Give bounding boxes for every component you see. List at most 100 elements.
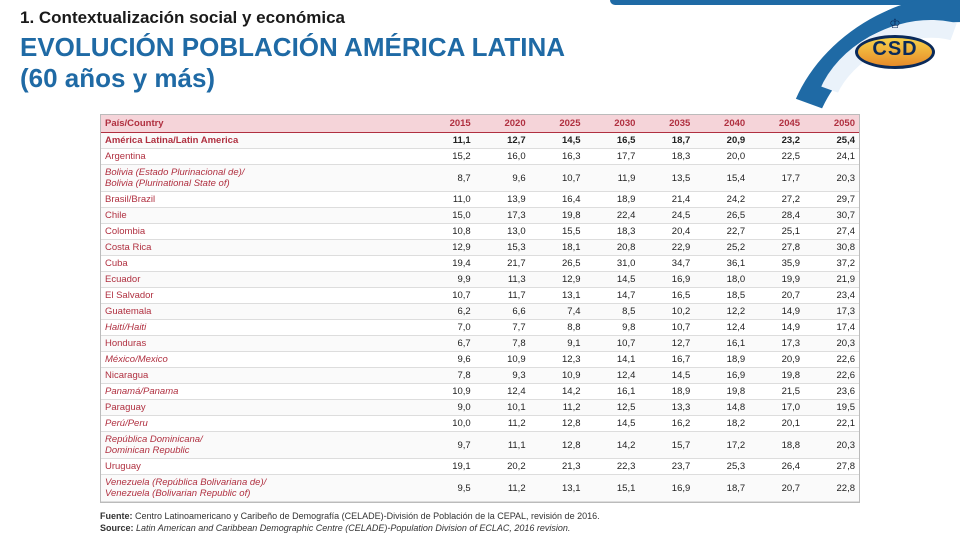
value-cell: 6,2 [420,304,475,320]
country-cell: República Dominicana/Dominican Republic [101,432,420,459]
value-cell: 17,3 [475,208,530,224]
value-cell: 16,5 [639,288,694,304]
table-header-cell: 2020 [475,115,530,133]
value-cell: 17,3 [804,304,859,320]
value-cell: 10,7 [585,336,640,352]
value-cell: 19,4 [420,256,475,272]
value-cell: 16,9 [639,475,694,502]
value-cell: 14,2 [530,384,585,400]
value-cell: 12,7 [475,133,530,149]
value-cell: 37,2 [804,256,859,272]
table-row: Argentina15,216,016,317,718,320,022,524,… [101,149,859,165]
table-row: República Dominicana/Dominican Republic9… [101,432,859,459]
section-subtitle: 1. Contextualización social y económica [20,8,940,28]
value-cell: 6,7 [420,336,475,352]
value-cell: 12,4 [475,384,530,400]
table-row: Nicaragua7,89,310,912,414,516,919,822,6 [101,368,859,384]
value-cell: 11,1 [420,133,475,149]
value-cell: 14,2 [585,432,640,459]
value-cell: 22,9 [639,240,694,256]
value-cell: 10,9 [475,352,530,368]
title-line-2: (60 años y más) [20,63,215,93]
table-header-cell: País/Country [101,115,420,133]
country-cell: México/Mexico [101,352,420,368]
value-cell: 10,1 [475,400,530,416]
value-cell: 13,9 [475,192,530,208]
table-row: Panamá/Panama10,912,414,216,118,919,821,… [101,384,859,400]
value-cell: 16,3 [530,149,585,165]
table-row: Ecuador9,911,312,914,516,918,019,921,9 [101,272,859,288]
value-cell: 16,2 [639,416,694,432]
value-cell: 14,1 [585,352,640,368]
title-line-1: EVOLUCIÓN POBLACIÓN AMÉRICA LATINA [20,32,565,62]
value-cell: 35,9 [749,256,804,272]
value-cell: 20,7 [749,475,804,502]
table-row: Venezuela (República Bolivariana de)/Ven… [101,475,859,502]
value-cell: 22,8 [804,475,859,502]
value-cell: 19,1 [420,459,475,475]
value-cell: 20,9 [694,133,749,149]
country-cell: Honduras [101,336,420,352]
table-row: Uruguay19,120,221,322,323,725,326,427,8 [101,459,859,475]
population-table: País/Country2015202020252030203520402045… [100,114,860,503]
slide-header: 1. Contextualización social y económica … [0,0,960,94]
value-cell: 12,3 [530,352,585,368]
source-note: Fuente: Centro Latinoamericano y Caribeñ… [100,511,860,534]
value-cell: 20,3 [804,432,859,459]
value-cell: 18,0 [694,272,749,288]
table-row: Honduras6,77,89,110,712,716,117,320,3 [101,336,859,352]
value-cell: 11,2 [475,416,530,432]
table-row: Brasil/Brazil11,013,916,418,921,424,227,… [101,192,859,208]
value-cell: 23,7 [639,459,694,475]
value-cell: 14,5 [639,368,694,384]
value-cell: 20,7 [749,288,804,304]
value-cell: 31,0 [585,256,640,272]
csd-logo: ♔ CSD [855,20,935,70]
value-cell: 20,4 [639,224,694,240]
source-text-en: Latin American and Caribbean Demographic… [136,523,570,533]
value-cell: 9,6 [475,165,530,192]
value-cell: 18,5 [694,288,749,304]
value-cell: 22,6 [804,368,859,384]
table-header-row: País/Country2015202020252030203520402045… [101,115,859,133]
value-cell: 11,7 [475,288,530,304]
country-cell: Perú/Peru [101,416,420,432]
value-cell: 19,8 [530,208,585,224]
value-cell: 21,4 [639,192,694,208]
value-cell: 6,6 [475,304,530,320]
value-cell: 15,1 [585,475,640,502]
value-cell: 12,8 [530,432,585,459]
table-row: Colombia10,813,015,518,320,422,725,127,4 [101,224,859,240]
value-cell: 21,9 [804,272,859,288]
value-cell: 18,1 [530,240,585,256]
value-cell: 18,9 [585,192,640,208]
value-cell: 36,1 [694,256,749,272]
value-cell: 20,8 [585,240,640,256]
value-cell: 19,9 [749,272,804,288]
value-cell: 18,9 [694,352,749,368]
crown-icon: ♔ [889,16,901,32]
value-cell: 14,7 [585,288,640,304]
value-cell: 18,7 [694,475,749,502]
value-cell: 15,5 [530,224,585,240]
value-cell: 25,1 [749,224,804,240]
value-cell: 13,1 [530,475,585,502]
country-cell: Argentina [101,149,420,165]
country-cell: Bolivia (Estado Plurinacional de)/Bolivi… [101,165,420,192]
value-cell: 20,1 [749,416,804,432]
value-cell: 24,2 [694,192,749,208]
value-cell: 9,1 [530,336,585,352]
value-cell: 10,7 [420,288,475,304]
value-cell: 12,4 [585,368,640,384]
value-cell: 21,7 [475,256,530,272]
country-cell: Cuba [101,256,420,272]
value-cell: 16,5 [585,133,640,149]
value-cell: 17,0 [749,400,804,416]
value-cell: 11,0 [420,192,475,208]
value-cell: 12,2 [694,304,749,320]
source-text-es: Centro Latinoamericano y Caribeño de Dem… [135,511,600,521]
value-cell: 26,5 [694,208,749,224]
value-cell: 20,0 [694,149,749,165]
value-cell: 17,7 [585,149,640,165]
table-row: México/Mexico9,610,912,314,116,718,920,9… [101,352,859,368]
